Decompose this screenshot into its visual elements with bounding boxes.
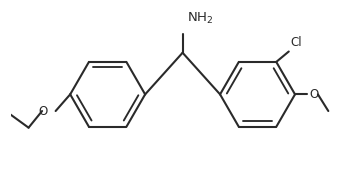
Text: O: O [310, 88, 319, 101]
Text: Cl: Cl [291, 36, 302, 49]
Text: NH$_2$: NH$_2$ [187, 11, 213, 26]
Text: O: O [38, 105, 47, 117]
